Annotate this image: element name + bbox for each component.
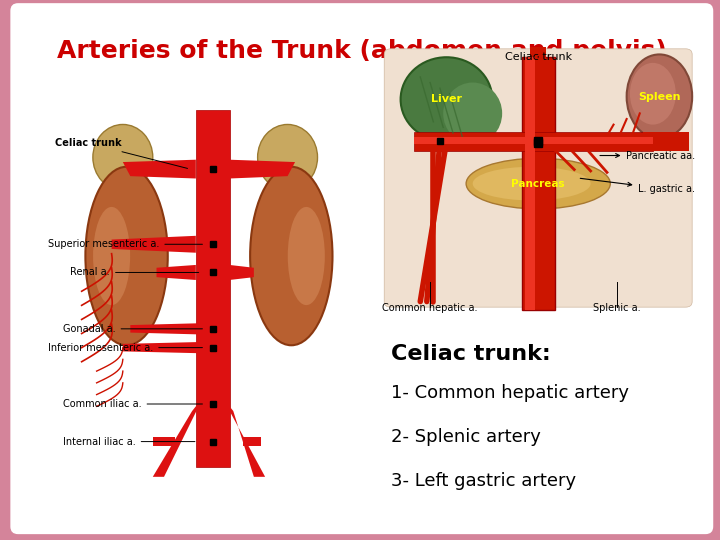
Bar bbox=[414, 132, 653, 151]
Polygon shape bbox=[156, 265, 196, 280]
Text: Gonadal a.: Gonadal a. bbox=[63, 324, 202, 334]
Polygon shape bbox=[123, 160, 196, 179]
Polygon shape bbox=[230, 265, 254, 280]
Ellipse shape bbox=[288, 207, 325, 305]
Text: Pancreatic aa.: Pancreatic aa. bbox=[600, 151, 696, 160]
Polygon shape bbox=[112, 236, 196, 253]
Polygon shape bbox=[123, 342, 202, 353]
Bar bbox=[643, 132, 689, 151]
Text: Celiac trunk: Celiac trunk bbox=[505, 52, 572, 62]
Text: Pancreas: Pancreas bbox=[511, 179, 565, 188]
Polygon shape bbox=[153, 437, 175, 446]
Polygon shape bbox=[243, 437, 261, 446]
Polygon shape bbox=[222, 397, 265, 477]
Text: Splenic a.: Splenic a. bbox=[593, 303, 641, 313]
Ellipse shape bbox=[630, 63, 676, 125]
FancyBboxPatch shape bbox=[384, 49, 692, 307]
Text: 1- Common hepatic artery: 1- Common hepatic artery bbox=[391, 384, 629, 402]
Polygon shape bbox=[230, 160, 295, 179]
Bar bbox=[414, 137, 653, 144]
Text: Superior mesenteric a.: Superior mesenteric a. bbox=[48, 239, 202, 249]
Ellipse shape bbox=[400, 57, 492, 141]
Text: L. gastric a.: L. gastric a. bbox=[580, 178, 696, 194]
Ellipse shape bbox=[258, 124, 318, 190]
Ellipse shape bbox=[444, 83, 502, 144]
Ellipse shape bbox=[93, 124, 153, 190]
Bar bbox=[530, 48, 546, 132]
Text: Common iliac a.: Common iliac a. bbox=[63, 399, 202, 409]
Polygon shape bbox=[196, 110, 230, 468]
Polygon shape bbox=[130, 323, 202, 334]
Ellipse shape bbox=[473, 167, 590, 200]
Text: Spleen: Spleen bbox=[638, 92, 680, 102]
Ellipse shape bbox=[86, 167, 168, 345]
Ellipse shape bbox=[250, 167, 333, 345]
Ellipse shape bbox=[626, 55, 692, 139]
Ellipse shape bbox=[466, 158, 611, 209]
Text: Renal a.: Renal a. bbox=[71, 267, 199, 278]
Bar bbox=[522, 57, 554, 310]
Polygon shape bbox=[153, 397, 203, 477]
Text: Inferior mesenteric a.: Inferior mesenteric a. bbox=[48, 342, 202, 353]
Text: 3- Left gastric artery: 3- Left gastric artery bbox=[391, 472, 576, 490]
Text: Internal iliac a.: Internal iliac a. bbox=[63, 436, 195, 447]
Text: Celiac trunk:: Celiac trunk: bbox=[391, 344, 551, 364]
Ellipse shape bbox=[93, 207, 130, 305]
Text: Common hepatic a.: Common hepatic a. bbox=[382, 303, 478, 313]
Text: Liver: Liver bbox=[431, 94, 462, 104]
Bar bbox=[525, 57, 535, 310]
FancyBboxPatch shape bbox=[10, 3, 714, 534]
Text: Arteries of the Trunk (abdomen and pelvis): Arteries of the Trunk (abdomen and pelvi… bbox=[57, 39, 667, 63]
Text: Celiac trunk: Celiac trunk bbox=[55, 138, 187, 168]
Text: 2- Splenic artery: 2- Splenic artery bbox=[391, 428, 541, 446]
